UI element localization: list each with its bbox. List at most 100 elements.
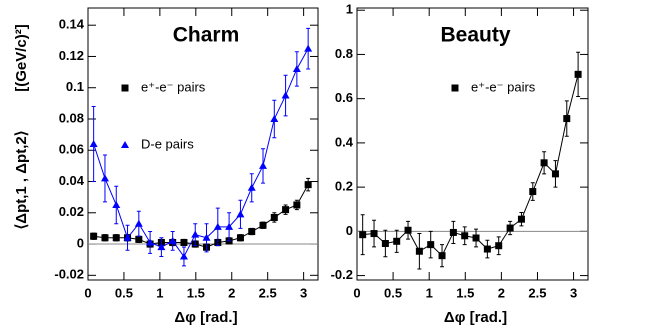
marker [292,64,301,72]
x-tick-label: 1 [156,285,163,300]
x-tick-label: 1.5 [187,285,205,300]
marker [90,232,98,240]
x-tick-label: 1 [426,285,433,300]
marker [270,114,279,122]
marker [506,224,514,232]
legend-label: e⁺-e⁻ pairs [141,79,206,94]
x-axis-label: Δφ [rad.] [174,309,237,326]
marker [134,219,143,227]
x-tick-label: 1.5 [456,285,474,300]
marker [157,243,166,251]
y-tick-label: 0.8 [335,46,353,61]
marker [112,200,121,208]
marker [259,161,268,169]
marker [415,247,423,255]
y-tick-label: 0.02 [59,204,84,219]
marker [304,44,313,52]
y-tick-label: 1 [346,2,353,17]
marker [381,240,389,248]
y-tick-label: 0.04 [59,173,85,188]
marker [248,228,256,236]
y-tick-label: 0.14 [59,17,85,32]
y-axis-unit: [(GeV/c)²] [13,24,30,92]
marker [517,215,525,223]
marker [236,234,244,242]
marker [213,222,222,230]
marker [101,234,109,242]
marker [202,233,211,241]
x-tick-label: 3 [300,285,307,300]
marker [135,235,143,243]
legend-label: D-e pairs [141,136,194,151]
marker [146,238,155,246]
marker [270,213,278,221]
marker [427,241,435,249]
marker [461,232,469,240]
marker [281,91,290,99]
x-tick-label: 0 [353,285,360,300]
marker [247,183,256,191]
y-tick-label: -0.2 [331,267,353,282]
marker [236,210,245,218]
marker [359,231,367,239]
legend-marker [121,141,129,148]
marker [472,234,480,242]
y-tick-label: 0 [346,223,353,238]
marker [259,221,267,229]
marker [551,170,559,178]
y-tick-label: -0.02 [54,267,84,282]
marker [540,159,548,167]
marker [180,238,188,246]
legend-marker [121,84,129,92]
x-tick-label: 2 [228,285,235,300]
panel: -0.200.20.40.60.810 0.5 1 1.5 2 2.5 3BeautyΔφ … [331,2,589,326]
y-tick-label: 0.1 [66,79,84,94]
x-tick-label: 0 [84,285,91,300]
x-tick-label: 3 [570,285,577,300]
x-tick-label: 2.5 [528,285,546,300]
y-tick-label: 0.4 [335,134,354,149]
marker [168,236,177,244]
marker [179,252,188,260]
marker [123,233,132,241]
x-tick-label: 2.5 [259,285,277,300]
y-tick-label: 0.6 [335,90,353,105]
marker [393,237,401,245]
marker [89,140,98,147]
plot-frame [87,7,319,281]
marker [191,230,200,238]
marker [225,222,234,230]
marker [574,70,582,78]
marker [100,174,109,182]
marker [529,188,537,196]
marker [438,252,446,260]
chart-title: Charm [173,24,240,47]
marker [495,242,503,250]
marker [304,181,312,189]
marker [449,228,457,236]
y-tick-label: 0.12 [59,48,84,63]
marker [370,230,378,238]
marker [293,201,301,209]
y-tick-label: 0.06 [59,142,84,157]
x-tick-label: 0.5 [384,285,402,300]
marker [483,245,491,253]
legend-marker [451,84,459,92]
plot-frame [356,7,589,281]
chart-title: Beauty [440,24,510,47]
y-tick-label: 0.08 [59,110,84,125]
marker [404,226,412,234]
marker [112,234,120,242]
y-axis-label: ⟨Δpt,1 , Δpt,2⟩ [13,130,30,229]
x-axis-label: Δφ [rad.] [444,309,507,326]
x-tick-label: 2 [498,285,505,300]
marker [563,115,571,123]
x-tick-label: 0.5 [115,285,133,300]
marker [282,206,290,214]
y-tick-label: 0 [77,235,84,250]
y-tick-label: 0.2 [335,179,353,194]
series-line [93,48,309,258]
legend-label: e⁺-e⁻ pairs [471,79,536,94]
